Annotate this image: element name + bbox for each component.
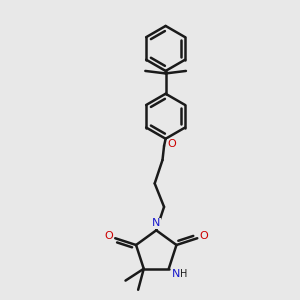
Text: O: O — [200, 231, 208, 241]
Text: O: O — [167, 140, 176, 149]
Text: H: H — [180, 269, 188, 279]
Text: N: N — [172, 269, 181, 279]
Text: N: N — [152, 218, 160, 228]
Text: O: O — [104, 231, 113, 241]
